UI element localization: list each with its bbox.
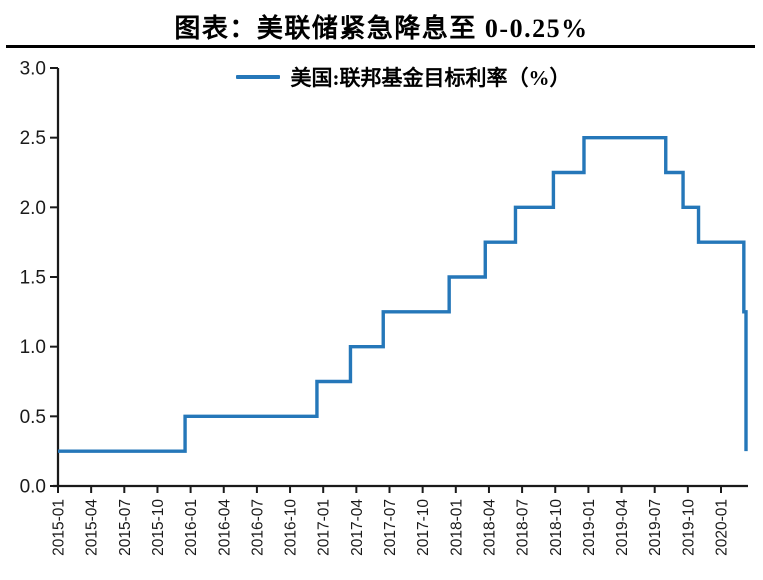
x-tick-label: 2017-07 xyxy=(382,499,399,556)
x-tick-label: 2019-07 xyxy=(647,499,664,556)
legend-label: 美国:联邦基金目标利率（%） xyxy=(290,66,571,90)
x-tick-label: 2015-07 xyxy=(117,499,134,556)
x-tick-label: 2018-01 xyxy=(448,499,465,556)
title-divider xyxy=(6,45,755,48)
x-tick-label: 2015-10 xyxy=(150,499,167,556)
x-tick-label: 2018-07 xyxy=(515,499,532,556)
x-tick-label: 2019-01 xyxy=(581,499,598,556)
x-tick-label: 2016-04 xyxy=(216,499,233,556)
series-line-fed-funds-rate xyxy=(58,135,748,453)
x-tick-label: 2015-01 xyxy=(51,499,68,556)
y-tick-label: 3.0 xyxy=(20,59,46,80)
y-tick-label: 0.0 xyxy=(20,477,46,498)
y-tick-label: 1.0 xyxy=(20,337,46,358)
y-tick-label: 0.5 xyxy=(20,407,46,428)
x-tick-label: 2020-01 xyxy=(714,499,731,556)
x-tick-label: 2019-04 xyxy=(614,499,631,556)
x-tick-label: 2016-01 xyxy=(183,499,200,556)
legend: 美国:联邦基金目标利率（%） xyxy=(58,62,748,92)
x-tick-label: 2017-04 xyxy=(349,499,366,556)
x-tick-label: 2017-10 xyxy=(415,499,432,556)
y-tick-label: 1.5 xyxy=(20,268,46,289)
x-tick-label: 2015-04 xyxy=(84,499,101,556)
x-tick-label: 2018-04 xyxy=(481,499,498,556)
legend-line-marker xyxy=(235,75,280,79)
x-tick-label: 2017-01 xyxy=(316,499,333,556)
y-tick-label: 2.5 xyxy=(20,128,46,149)
x-tick-label: 2019-10 xyxy=(680,499,697,556)
x-tick-label: 2016-07 xyxy=(249,499,266,556)
y-tick-label: 2.0 xyxy=(20,198,46,219)
chart-title: 图表：美联储紧急降息至 0-0.25% xyxy=(174,14,589,43)
x-tick-label: 2016-10 xyxy=(283,499,300,556)
x-tick-label: 2018-10 xyxy=(548,499,565,556)
